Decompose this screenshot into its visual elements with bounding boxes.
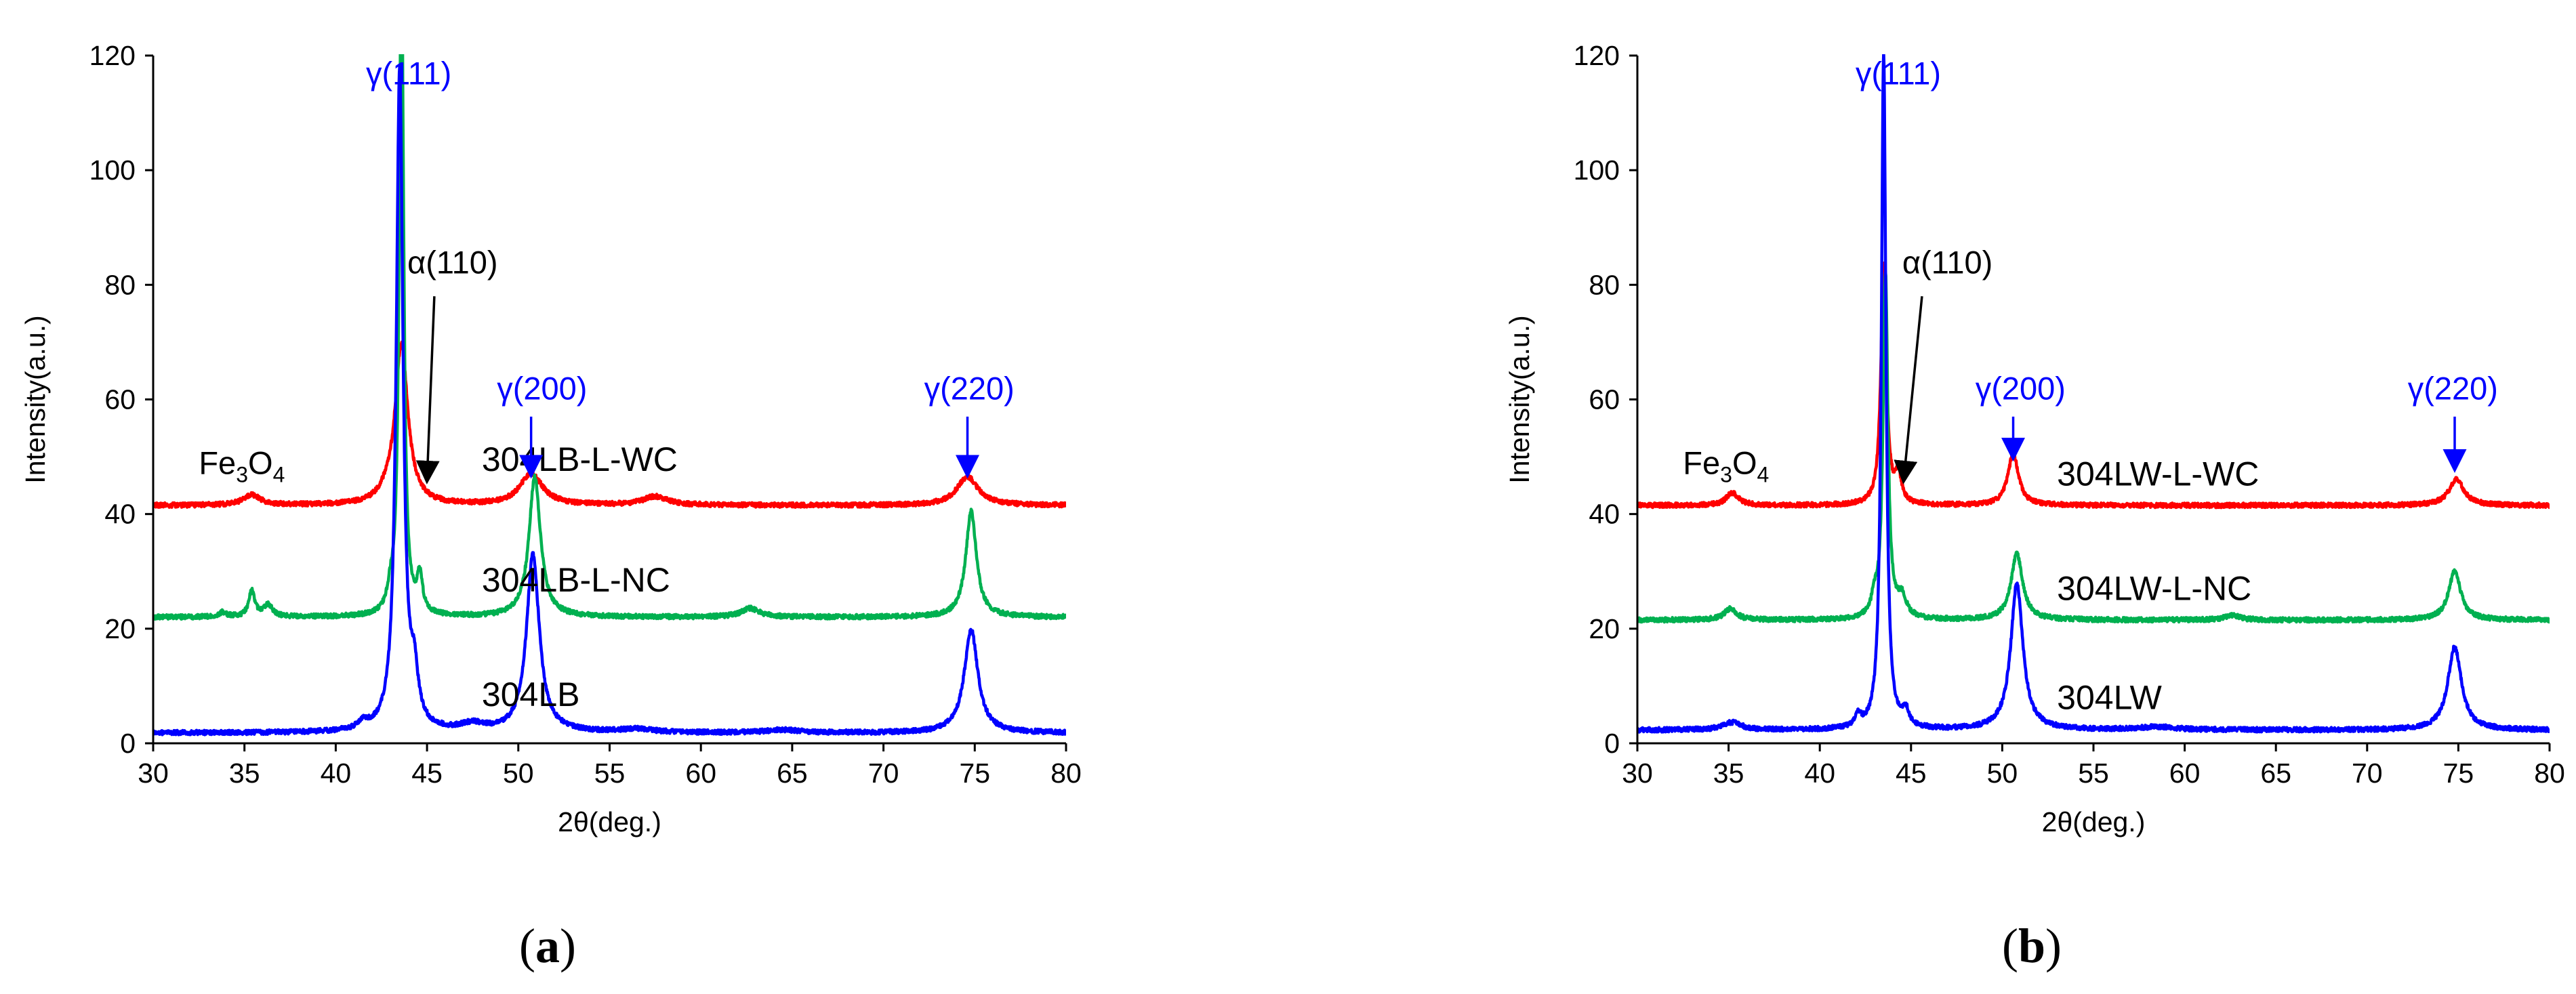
series-line-304LW-L-NC bbox=[1637, 270, 2550, 624]
plot-area-b bbox=[1637, 54, 2550, 734]
x-tick-label: 50 bbox=[503, 758, 534, 789]
y-axis-label: Intensity(a.u.) bbox=[20, 315, 51, 483]
peak-annotation: α(110) bbox=[407, 244, 497, 280]
y-tick-label: 0 bbox=[120, 728, 136, 759]
y-tick-label: 80 bbox=[1589, 269, 1620, 300]
x-axis-label: 2θ(deg.) bbox=[2042, 806, 2146, 837]
panel-b: 30 35 40 45 50 55 60 65 70 75 80 0 20 40 60 80 100 120 2θ(… bbox=[1504, 40, 2565, 837]
caption-b-letter: b bbox=[2018, 919, 2045, 973]
x-tick-label: 80 bbox=[2534, 758, 2565, 789]
y-tick-label: 20 bbox=[104, 613, 136, 644]
panel-a: 30 35 40 45 50 55 60 65 70 75 80 0 20 40 60 80 100 120 2θ(… bbox=[20, 40, 1082, 837]
peak-annotation: γ(111) bbox=[1856, 55, 1941, 91]
series-label: 304LB-L-WC bbox=[482, 440, 678, 478]
x-tick-label: 60 bbox=[685, 758, 716, 789]
x-tick-label: 65 bbox=[2260, 758, 2291, 789]
x-tick-label: 70 bbox=[2352, 758, 2383, 789]
series-label: 304LB bbox=[482, 676, 580, 713]
y-tick-label: 60 bbox=[1589, 384, 1620, 415]
series-label: 304LW-L-WC bbox=[2057, 455, 2259, 493]
peak-annotation: γ(200) bbox=[1976, 371, 2066, 407]
x-tick-label: 75 bbox=[959, 758, 990, 789]
series-label: 304LB-L-NC bbox=[482, 561, 670, 599]
fe3o4-label: Fe3O4 bbox=[1683, 444, 1769, 486]
annotation-arrow bbox=[1894, 296, 1923, 484]
y-tick-label: 80 bbox=[104, 269, 136, 300]
x-tick-label: 35 bbox=[229, 758, 260, 789]
x-tick-label: 75 bbox=[2443, 758, 2474, 789]
peak-annotation: γ(111) bbox=[366, 55, 451, 91]
x-tick-label: 40 bbox=[321, 758, 352, 789]
x-tick-label: 65 bbox=[777, 758, 808, 789]
series-line-304LB-L-WC bbox=[153, 340, 1066, 509]
peak-annotation: γ(220) bbox=[2408, 371, 2498, 407]
x-tick-label: 70 bbox=[868, 758, 899, 789]
peak-annotation: γ(220) bbox=[924, 371, 1015, 407]
x-axis-label: 2θ(deg.) bbox=[558, 806, 661, 837]
y-tick-label: 120 bbox=[89, 40, 136, 71]
x-tick-label: 30 bbox=[138, 758, 169, 789]
y-tick-label: 100 bbox=[89, 154, 136, 186]
series-label: 304LW bbox=[2057, 678, 2163, 716]
y-tick-label: 40 bbox=[104, 499, 136, 530]
y-axis-label: Intensity(a.u.) bbox=[1504, 315, 1535, 483]
series-line-304LW bbox=[1637, 54, 2550, 734]
x-tick-label: 60 bbox=[2169, 758, 2201, 789]
y-tick-label: 0 bbox=[1604, 728, 1620, 759]
annotation-arrow bbox=[415, 296, 440, 484]
x-tick-label: 40 bbox=[1804, 758, 1835, 789]
y-tick-label: 120 bbox=[1574, 40, 1620, 71]
x-tick-label: 50 bbox=[1987, 758, 2018, 789]
peak-annotation: α(110) bbox=[1902, 244, 1992, 280]
caption-b: (b) bbox=[2002, 919, 2062, 973]
series-line-304LB bbox=[153, 65, 1066, 737]
x-tick-label: 35 bbox=[1713, 758, 1744, 789]
y-tick-label: 20 bbox=[1589, 613, 1620, 644]
y-tick-label: 40 bbox=[1589, 499, 1620, 530]
caption-a-letter: a bbox=[535, 919, 560, 973]
caption-a: (a) bbox=[519, 919, 576, 973]
x-tick-label: 55 bbox=[2078, 758, 2109, 789]
series-label: 304LW-L-NC bbox=[2057, 570, 2251, 608]
y-tick-label: 60 bbox=[104, 384, 136, 415]
x-tick-label: 45 bbox=[1896, 758, 1927, 789]
y-tick-label: 100 bbox=[1574, 154, 1620, 186]
series-line-304LW-L-WC bbox=[1637, 261, 2550, 510]
series-line-304LB-L-NC bbox=[153, 54, 1066, 621]
peak-annotation: γ(200) bbox=[497, 371, 587, 407]
x-tick-label: 55 bbox=[594, 758, 626, 789]
x-tick-label: 45 bbox=[411, 758, 443, 789]
x-tick-label: 80 bbox=[1050, 758, 1082, 789]
fe3o4-label: Fe3O4 bbox=[199, 444, 285, 486]
x-tick-label: 30 bbox=[1622, 758, 1653, 789]
plot-area-a bbox=[153, 54, 1066, 737]
